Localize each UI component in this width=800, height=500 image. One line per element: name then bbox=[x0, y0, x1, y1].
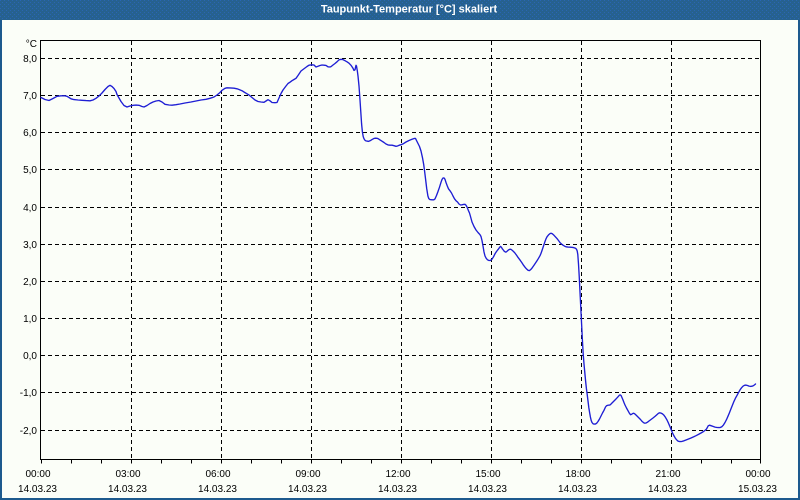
svg-text:14.03.23: 14.03.23 bbox=[108, 484, 147, 495]
svg-text:12:00: 12:00 bbox=[385, 469, 410, 480]
svg-text:-1,0: -1,0 bbox=[20, 388, 38, 399]
svg-text:3,0: 3,0 bbox=[23, 240, 37, 251]
svg-text:15:00: 15:00 bbox=[475, 469, 500, 480]
svg-text:18:00: 18:00 bbox=[565, 469, 590, 480]
svg-text:14.03.23: 14.03.23 bbox=[558, 484, 597, 495]
svg-text:06:00: 06:00 bbox=[205, 469, 230, 480]
svg-text:Taupunkt-Temperatur [°C] skali: Taupunkt-Temperatur [°C] skaliert bbox=[321, 4, 498, 16]
svg-text:2,0: 2,0 bbox=[23, 277, 37, 288]
svg-text:14.03.23: 14.03.23 bbox=[468, 484, 507, 495]
svg-text:6,0: 6,0 bbox=[23, 128, 37, 139]
svg-text:14.03.23: 14.03.23 bbox=[648, 484, 687, 495]
svg-text:00:00: 00:00 bbox=[25, 469, 50, 480]
svg-text:09:00: 09:00 bbox=[295, 469, 320, 480]
svg-text:0,0: 0,0 bbox=[23, 351, 37, 362]
svg-text:15.03.23: 15.03.23 bbox=[738, 484, 777, 495]
svg-text:4,0: 4,0 bbox=[23, 203, 37, 214]
svg-text:14.03.23: 14.03.23 bbox=[198, 484, 237, 495]
svg-text:-2,0: -2,0 bbox=[20, 426, 38, 437]
svg-text:8,0: 8,0 bbox=[23, 54, 37, 65]
svg-text:1,0: 1,0 bbox=[23, 314, 37, 325]
svg-text:14.03.23: 14.03.23 bbox=[18, 484, 57, 495]
svg-text:14.03.23: 14.03.23 bbox=[378, 484, 417, 495]
svg-text:7,0: 7,0 bbox=[23, 91, 37, 102]
svg-text:5,0: 5,0 bbox=[23, 165, 37, 176]
svg-text:03:00: 03:00 bbox=[115, 469, 140, 480]
svg-text:°C: °C bbox=[26, 39, 37, 50]
svg-text:21:00: 21:00 bbox=[655, 469, 680, 480]
svg-text:14.03.23: 14.03.23 bbox=[288, 484, 327, 495]
svg-text:00:00: 00:00 bbox=[745, 469, 770, 480]
